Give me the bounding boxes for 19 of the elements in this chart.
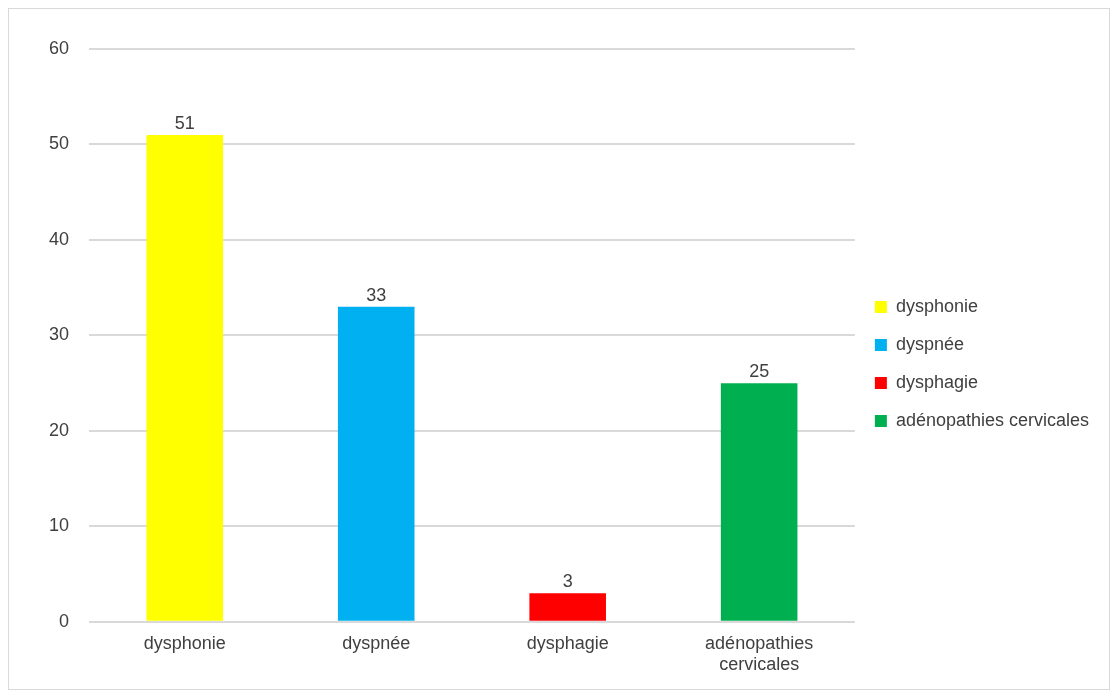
- legend-label: dysphonie: [895, 295, 978, 316]
- y-tick-label: 20: [48, 419, 70, 440]
- legend-label: dyspnée: [895, 333, 964, 354]
- y-tick-label: 0: [59, 610, 70, 631]
- y-tick-label: 50: [48, 133, 70, 154]
- y-tick-label: 60: [48, 37, 70, 58]
- data-label: 51: [174, 112, 195, 133]
- x-tick-label: dysphagie: [526, 632, 609, 653]
- legend-label: adénopathies cervicales: [895, 409, 1089, 430]
- x-tick-label: dysphonie: [143, 632, 226, 653]
- x-tick-label: adénopathies cervicales: [705, 632, 814, 675]
- y-tick-label: 10: [48, 515, 70, 536]
- data-label: 33: [366, 284, 387, 305]
- y-tick-label: 40: [48, 228, 70, 249]
- data-label: 25: [749, 361, 770, 382]
- data-label: 3: [562, 571, 573, 592]
- y-tick-label: 30: [48, 324, 70, 345]
- legend-label: dysphagie: [895, 371, 978, 392]
- x-tick-label: dyspnée: [342, 632, 411, 653]
